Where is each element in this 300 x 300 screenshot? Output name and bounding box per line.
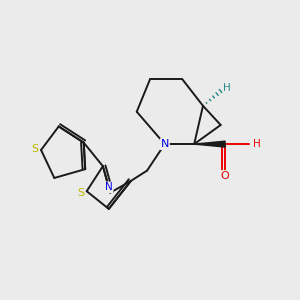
Text: N: N: [160, 139, 169, 149]
Text: H: H: [253, 139, 261, 149]
Text: N: N: [105, 182, 113, 192]
Text: S: S: [77, 188, 84, 198]
Text: H: H: [223, 83, 231, 93]
Text: S: S: [31, 144, 38, 154]
Text: O: O: [221, 171, 230, 181]
Polygon shape: [194, 141, 225, 147]
